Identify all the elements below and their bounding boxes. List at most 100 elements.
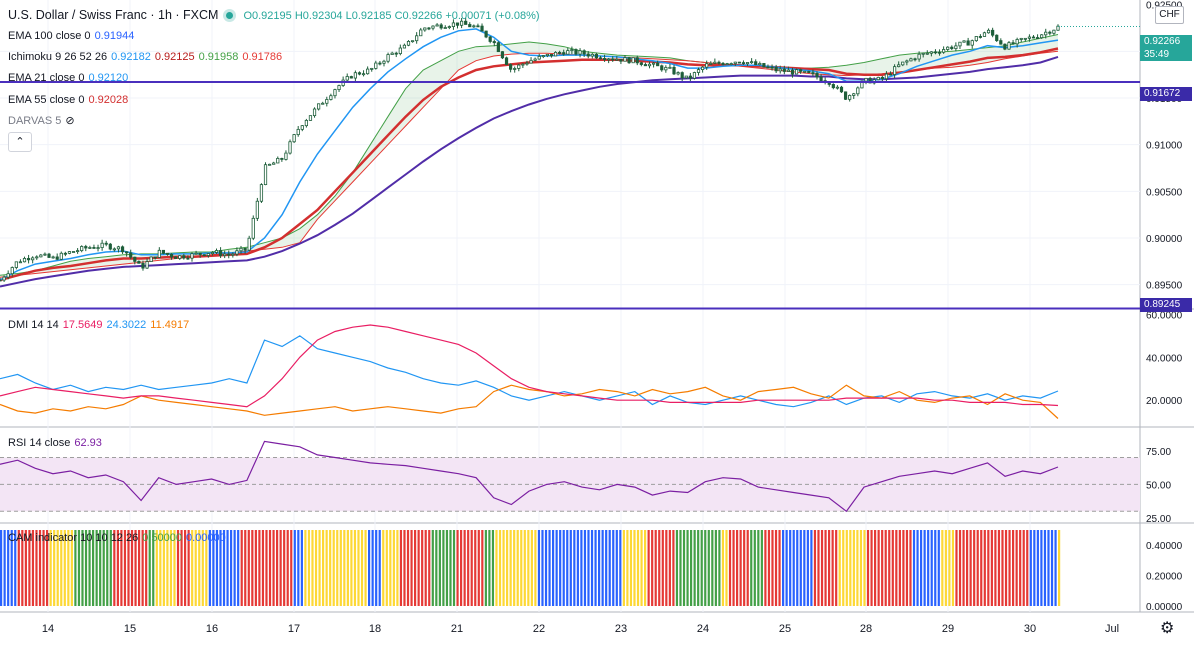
cam-bar <box>300 530 303 606</box>
candle-body <box>929 51 933 54</box>
cam-bar <box>1004 530 1008 606</box>
candle-body <box>566 50 570 55</box>
cam-bar <box>693 530 696 606</box>
cam-bar <box>725 530 728 606</box>
cam-bar <box>424 530 427 606</box>
cam-bar <box>194 530 197 606</box>
cam-bar <box>831 530 834 606</box>
cam-bar <box>817 530 820 606</box>
legend-ema100[interactable]: EMA 100 close 0 0.91944 <box>8 29 138 43</box>
legend-value: 17.5649 <box>62 319 103 331</box>
legend-dmi[interactable]: DMI 14 14 17.5649 24.3022 11.4917 <box>8 318 193 332</box>
time-tick-label: 30 <box>1024 623 1036 635</box>
symbol-title[interactable]: U.S. Dollar / Swiss Franc · 1h · FXCM <box>8 8 219 22</box>
cam-bar <box>622 530 625 606</box>
cam-bar <box>902 530 905 606</box>
legend-ichimoku[interactable]: Ichimoku 9 26 52 26 0.92182 0.92125 0.91958… <box>8 50 286 64</box>
time-tick-label: 14 <box>42 623 54 635</box>
cam-bar <box>516 530 519 606</box>
legend-ema55[interactable]: EMA 55 close 0 0.92028 <box>8 93 132 107</box>
cam-bar <box>102 530 105 606</box>
cam-bar <box>573 530 576 606</box>
cam-bar <box>863 530 866 606</box>
currency-button[interactable]: CHF <box>1155 6 1184 24</box>
cam-bar <box>509 530 512 606</box>
cam-bar <box>1029 530 1032 606</box>
candle-body <box>807 70 811 74</box>
cam-bar <box>198 530 201 606</box>
cam-bar <box>750 530 753 606</box>
candle-body <box>382 60 386 64</box>
candle-body <box>386 54 390 62</box>
candle-body <box>84 246 88 249</box>
legend-label: CAM indicator 10 10 12 26 <box>8 532 139 544</box>
gear-icon[interactable]: ⚙ <box>1160 620 1175 637</box>
cam-bar <box>130 530 134 606</box>
cam-bar <box>74 530 77 606</box>
candle-body <box>758 63 762 66</box>
candle-body <box>623 57 627 62</box>
candle-body <box>419 29 423 37</box>
legend-ema21[interactable]: EMA 21 close 0 0.92120 <box>8 71 132 85</box>
candle-body <box>378 62 382 65</box>
cam-bar <box>42 530 45 606</box>
eye-hidden-icon[interactable]: ⊘ <box>65 115 75 127</box>
legend-value: 24.3022 <box>106 319 147 331</box>
cam-bar <box>760 530 763 606</box>
candle-body <box>268 163 272 166</box>
cam-bar <box>145 530 148 606</box>
cam-bar <box>230 530 233 606</box>
candle-body <box>272 162 276 165</box>
candle-body <box>476 25 480 28</box>
candle-body <box>129 252 133 258</box>
candle-body <box>47 253 51 258</box>
cam-bar <box>332 530 335 606</box>
cam-bar <box>460 530 463 606</box>
cam-bar <box>714 530 717 606</box>
cam-bar <box>594 530 597 606</box>
legend-value: 0.92182 <box>111 51 151 63</box>
candle-body <box>835 86 840 89</box>
cam-bar <box>806 530 809 606</box>
candle-body <box>586 53 590 57</box>
cam-bar <box>240 530 243 606</box>
cam-bar <box>491 530 495 606</box>
candle-body <box>292 134 296 143</box>
candle-body <box>880 76 884 80</box>
legend-darvas[interactable]: DARVAS 5 ⊘ <box>8 114 79 128</box>
cam-bar <box>467 530 470 606</box>
collapse-legend-button[interactable]: ⌃ <box>8 132 32 152</box>
candle-body <box>815 72 819 78</box>
candle-body <box>455 22 460 26</box>
cam-tick-label: 0.40000 <box>1146 541 1183 552</box>
candle-body <box>141 262 145 269</box>
legend-rsi[interactable]: RSI 14 close 62.93 <box>8 436 106 450</box>
legend-value: 0.91944 <box>94 30 135 42</box>
cam-bar <box>304 530 307 606</box>
candle-body <box>574 49 578 55</box>
candle-body <box>770 66 774 69</box>
candle-body <box>329 95 333 100</box>
cam-bar <box>958 530 962 606</box>
cam-bar <box>24 530 27 606</box>
cam-bar <box>767 530 771 606</box>
candle-body <box>435 24 439 27</box>
cam-bar <box>17 530 20 606</box>
candle-body <box>643 64 648 67</box>
candle-body <box>721 62 725 65</box>
candle-body <box>398 47 402 55</box>
legend-cam[interactable]: CAM indicator 10 10 12 26 0.50000 0.00000 <box>8 531 230 545</box>
candle-body <box>578 50 582 55</box>
candle-body <box>2 276 6 281</box>
candle-body <box>954 45 958 50</box>
candle-body <box>312 108 317 117</box>
candle-body <box>31 257 35 261</box>
cam-bar <box>849 530 852 606</box>
cam-bar <box>470 530 473 606</box>
cam-bar <box>704 530 707 606</box>
time-tick-label: 29 <box>942 623 954 635</box>
cam-bar <box>530 530 533 606</box>
candle-body <box>1023 37 1027 40</box>
candle-body <box>754 61 758 66</box>
